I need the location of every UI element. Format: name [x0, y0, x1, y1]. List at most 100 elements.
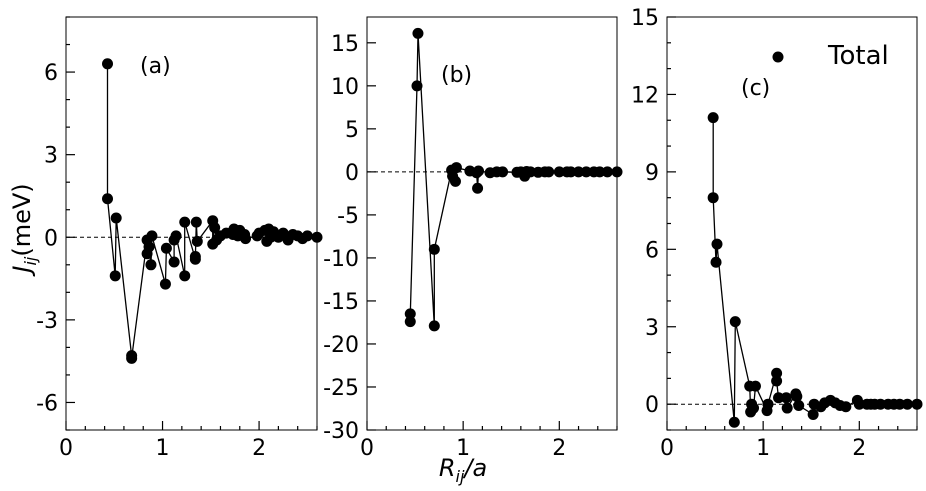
data-point	[449, 175, 461, 187]
data-point	[580, 166, 592, 178]
data-point	[126, 352, 138, 364]
data-point	[102, 58, 114, 70]
data-point	[894, 398, 906, 410]
data-point	[748, 402, 760, 414]
x-tick-label: 1	[156, 436, 170, 461]
data-point	[728, 416, 740, 428]
y-tick-label: -30	[323, 419, 359, 444]
data-point	[793, 399, 805, 411]
data-point	[189, 251, 201, 263]
data-point	[594, 166, 606, 178]
data-point	[191, 235, 203, 247]
y-tick-label: 0	[44, 226, 58, 251]
y-tick-label: 6	[44, 61, 58, 86]
data-point	[711, 238, 723, 250]
data-point	[762, 398, 774, 410]
y-tick-label: 15	[331, 32, 359, 57]
data-point	[573, 166, 585, 178]
y-tick-label: -6	[36, 391, 58, 416]
data-point	[707, 112, 719, 124]
data-point	[773, 392, 785, 404]
data-point	[771, 375, 783, 387]
data-point	[143, 241, 155, 253]
data-point	[807, 409, 819, 421]
x-tick-label: 1	[456, 436, 470, 461]
y-tick-label: 5	[345, 118, 359, 143]
panel-a: 0 1 2 -6 -3 0 3 6 (a)	[36, 16, 323, 461]
data-point	[311, 231, 323, 243]
data-point	[109, 270, 121, 282]
data-point	[102, 193, 114, 205]
data-point	[497, 166, 509, 178]
data-point	[553, 166, 565, 178]
y-tick-label: -3	[36, 309, 58, 334]
y-tick-label: 10	[331, 75, 359, 100]
plot-frame	[366, 16, 618, 431]
y-tick-label: -25	[323, 376, 359, 401]
y-tick-label: 6	[645, 238, 659, 263]
data-point	[168, 256, 180, 268]
data-point	[791, 390, 803, 402]
panel-label: (b)	[441, 63, 472, 88]
plot-frame	[65, 16, 318, 431]
data-point	[170, 230, 182, 242]
y-tick-label: -20	[323, 333, 359, 358]
x-tick-label: 1	[756, 436, 770, 461]
x-tick-label: 0	[660, 436, 674, 461]
x-tick-label: 2	[252, 436, 266, 461]
data-point	[145, 259, 157, 271]
data-point	[611, 166, 623, 178]
y-tick-label: -5	[337, 204, 359, 229]
data-point	[749, 380, 761, 392]
panel-label: (c)	[741, 76, 770, 101]
data-point	[710, 256, 722, 268]
data-point	[911, 398, 923, 410]
data-point	[412, 27, 424, 39]
data-point	[179, 216, 191, 228]
data-point	[179, 270, 191, 282]
y-tick-label: -10	[323, 247, 359, 272]
data-point	[146, 230, 158, 242]
x-tick-label: 0	[360, 436, 374, 461]
data-point	[707, 192, 719, 204]
data-point	[840, 401, 852, 413]
data-point	[190, 216, 202, 228]
x-tick-label: 0	[59, 436, 73, 461]
data-point	[729, 316, 741, 328]
data-point	[411, 80, 423, 92]
data-point	[874, 398, 886, 410]
panel-b: 0 1 2 -30 -25 -20 -15 -10 -5 0 5 10 15 (b)	[323, 16, 623, 461]
legend-label: Total	[827, 41, 889, 71]
data-point	[473, 165, 485, 177]
data-point	[565, 166, 577, 178]
data-point	[428, 320, 440, 332]
data-point	[781, 402, 793, 414]
data-point	[901, 398, 913, 410]
data-point	[601, 166, 613, 178]
data-point	[472, 182, 484, 194]
data-point	[209, 222, 221, 234]
panel-label: (a)	[140, 54, 171, 79]
data-point	[110, 212, 122, 224]
y-tick-label: 12	[631, 83, 659, 108]
data-point	[450, 162, 462, 174]
x-axis-title: Rij/a	[439, 454, 487, 486]
data-point	[160, 242, 172, 254]
y-tick-label: 3	[44, 144, 58, 169]
data-point	[240, 233, 252, 245]
data-point	[404, 308, 416, 320]
data-point	[404, 316, 416, 328]
data-point	[301, 230, 313, 242]
data-point	[159, 278, 171, 290]
x-tick-label: 2	[552, 436, 566, 461]
y-tick-label: 3	[645, 316, 659, 341]
data-point	[428, 243, 440, 255]
legend-marker	[772, 51, 784, 63]
data-point	[543, 166, 555, 178]
y-tick-label: 0	[645, 393, 659, 418]
y-tick-label: 15	[631, 6, 659, 31]
data-point	[780, 392, 792, 404]
legend: Total	[772, 41, 889, 71]
